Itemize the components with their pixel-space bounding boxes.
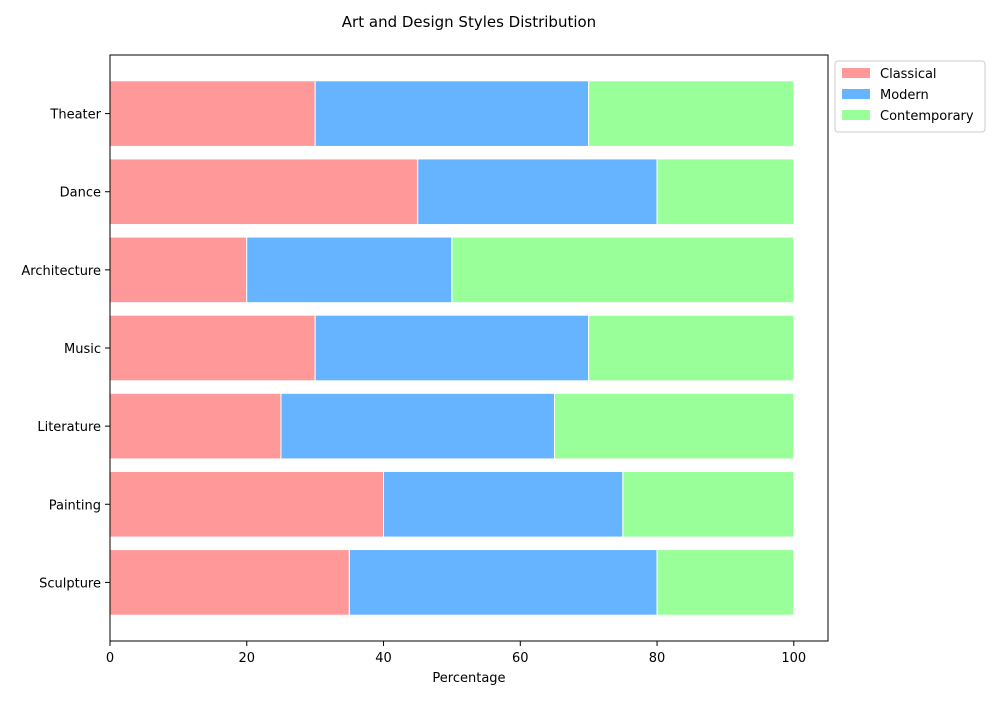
- bar-dance-classical: [109, 158, 419, 226]
- bar-painting-classical: [109, 470, 385, 538]
- bar-literature-modern: [280, 392, 555, 460]
- y-tick-label-sculpture: Sculpture: [39, 576, 101, 591]
- x-tick-label: 60: [512, 651, 529, 666]
- bar-literature-contemporary: [553, 392, 795, 460]
- bar-sculpture-classical: [109, 549, 350, 616]
- bar-dance-modern: [417, 158, 658, 226]
- legend-label-modern: Modern: [880, 88, 929, 103]
- bar-literature-classical: [109, 392, 282, 460]
- bar-architecture-contemporary: [451, 236, 795, 304]
- x-tick-label: 100: [781, 651, 806, 666]
- x-tick-label: 20: [238, 651, 255, 666]
- x-axis: 0 20 40 60 80 100: [106, 641, 806, 666]
- legend-label-contemporary: Contemporary: [880, 109, 974, 124]
- legend: Classical Modern Contemporary: [834, 60, 986, 133]
- bar-theater-modern: [314, 80, 590, 147]
- y-axis: Sculpture Painting Literature Music Architec…: [21, 108, 110, 591]
- legend-swatch-classical: [842, 68, 870, 78]
- chart-title: Art and Design Styles Distribution: [342, 13, 596, 31]
- bar-painting-modern: [383, 470, 624, 538]
- legend-label-classical: Classical: [880, 67, 937, 82]
- bar-music-modern: [314, 314, 590, 382]
- y-tick-label-music: Music: [64, 342, 101, 357]
- legend-box: [834, 60, 986, 133]
- bar-music-classical: [109, 314, 316, 382]
- y-tick-label-painting: Painting: [49, 498, 101, 513]
- bar-theater-contemporary: [588, 80, 795, 147]
- bar-architecture-modern: [246, 236, 453, 304]
- bar-sculpture-contemporary: [656, 549, 795, 616]
- x-tick-label: 0: [106, 651, 114, 666]
- y-tick-label-theater: Theater: [49, 108, 101, 123]
- bar-music-contemporary: [588, 314, 795, 382]
- y-tick-label-architecture: Architecture: [21, 264, 101, 279]
- bar-dance-contemporary: [656, 158, 795, 226]
- bar-painting-contemporary: [622, 470, 795, 538]
- bar-architecture-classical: [109, 236, 248, 304]
- legend-swatch-modern: [842, 89, 870, 99]
- legend-swatch-contemporary: [842, 110, 870, 120]
- x-tick-label: 80: [649, 651, 666, 666]
- bar-sculpture-modern: [348, 549, 658, 616]
- bar-theater-classical: [109, 80, 316, 147]
- x-axis-label: Percentage: [432, 671, 505, 686]
- bars-group: [109, 80, 795, 616]
- y-tick-label-literature: Literature: [37, 420, 101, 435]
- y-tick-label-dance: Dance: [60, 186, 101, 201]
- x-tick-label: 40: [375, 651, 392, 666]
